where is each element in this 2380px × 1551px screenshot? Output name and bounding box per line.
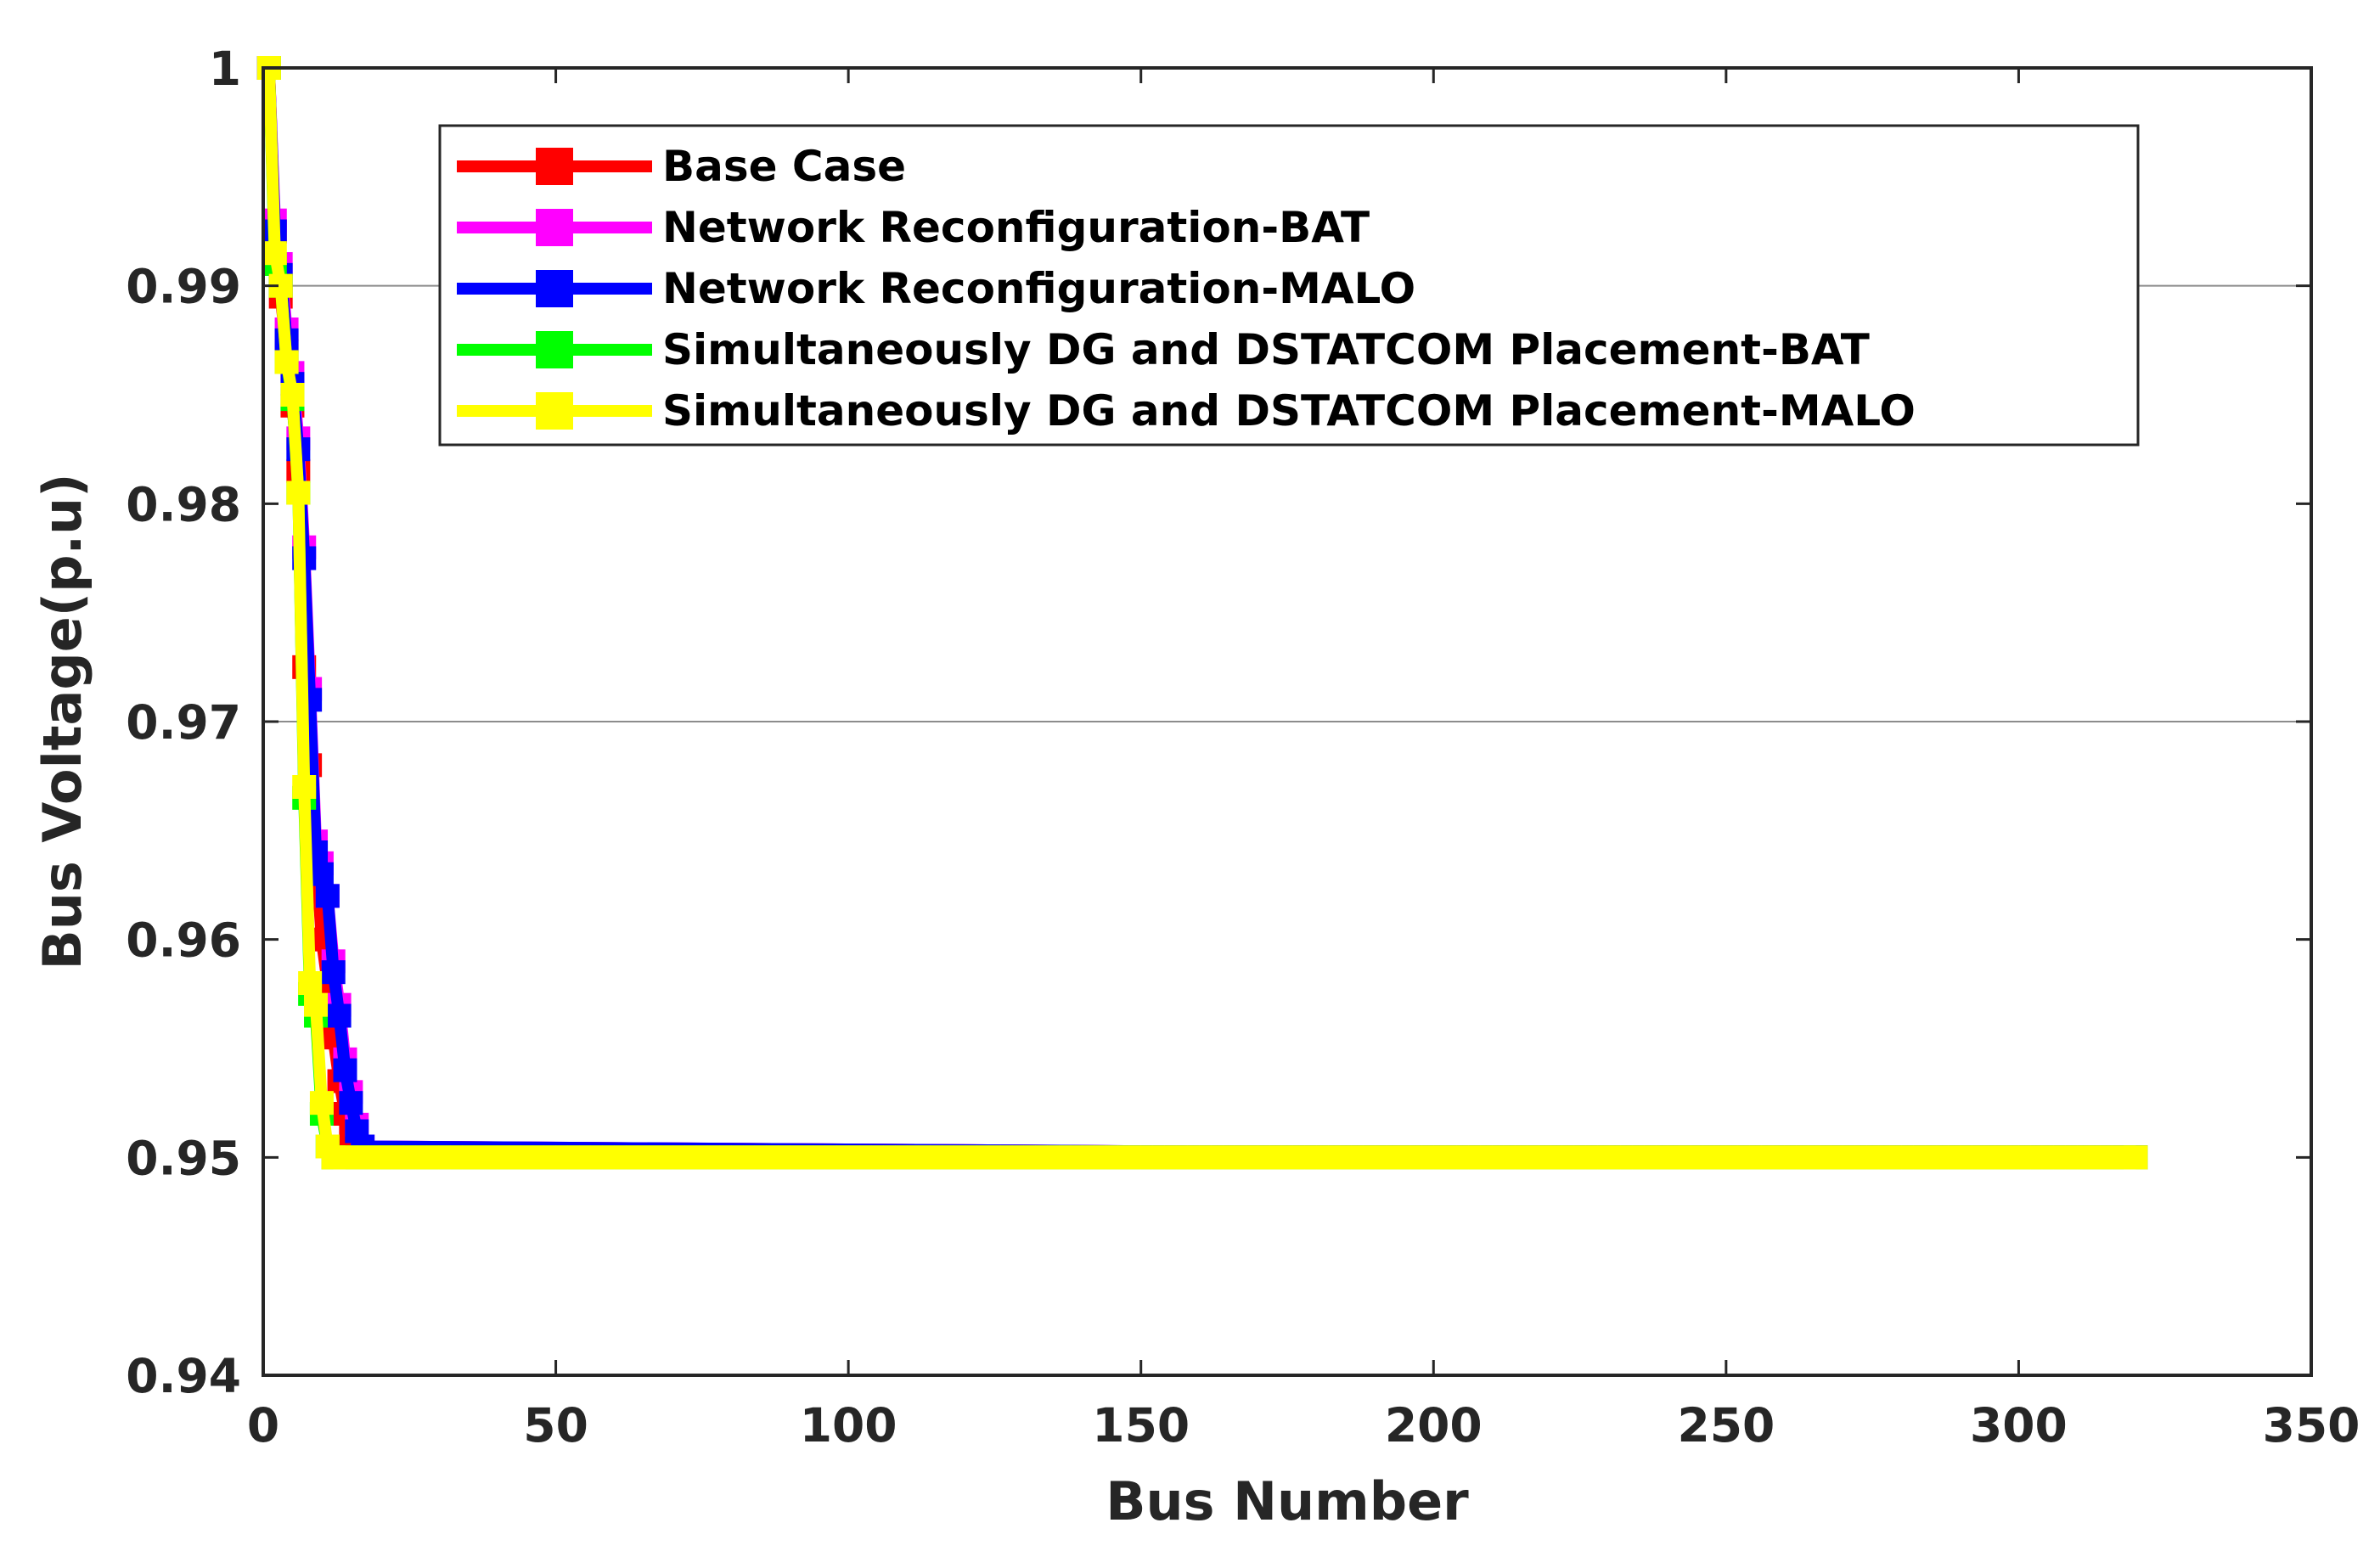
legend-item: Base Case — [457, 142, 906, 191]
legend-item: Simultaneously DG and DSTATCOM Placement… — [457, 325, 1870, 374]
tail-markers — [321, 1145, 2148, 1170]
legend-label: Network Reconfiguration-BAT — [662, 203, 1370, 252]
data-point — [2124, 1145, 2148, 1170]
data-point — [333, 1058, 357, 1082]
x-tick-label: 200 — [1385, 1398, 1483, 1453]
data-point — [309, 1091, 334, 1115]
data-point — [339, 1091, 363, 1115]
y-axis-title: Bus Voltage(p.u) — [31, 474, 93, 970]
legend-label: Network Reconfiguration-MALO — [662, 264, 1415, 313]
data-point — [315, 884, 340, 908]
legend-label: Simultaneously DG and DSTATCOM Placement… — [662, 325, 1870, 374]
y-tick-label: 0.97 — [126, 695, 241, 750]
axis-ticks: 0 50 100 150 200 250 300 350 0.94 0.95 0.96 0.97 0.9… — [126, 42, 2360, 1453]
series-group — [256, 56, 2148, 1170]
legend-swatch-marker — [536, 209, 573, 246]
data-point — [321, 960, 346, 985]
x-tick-label: 0 — [247, 1398, 279, 1453]
legend-label: Simultaneously DG and DSTATCOM Placement… — [662, 386, 1916, 436]
x-tick-label: 300 — [1970, 1398, 2068, 1453]
legend-swatch-marker — [536, 331, 573, 368]
x-tick-label: 50 — [523, 1398, 588, 1453]
legend: Base Case Network Reconfiguration-BAT Netw… — [438, 124, 2140, 447]
legend-swatch-marker — [536, 148, 573, 185]
y-tick-label: 0.99 — [126, 260, 241, 314]
data-point — [309, 862, 334, 886]
legend-item: Network Reconfiguration-BAT — [457, 203, 1370, 252]
legend-swatch-marker — [536, 392, 573, 430]
y-tick-label: 0.98 — [126, 477, 241, 531]
data-point — [292, 775, 317, 799]
data-point — [262, 241, 287, 266]
legend-swatch-marker — [536, 270, 573, 307]
x-tick-label: 100 — [800, 1398, 897, 1453]
x-tick-label: 350 — [2263, 1398, 2360, 1453]
legend-item: Network Reconfiguration-MALO — [457, 264, 1415, 313]
data-point — [280, 383, 305, 407]
x-tick-label: 250 — [1677, 1398, 1775, 1453]
plot-area — [256, 56, 2148, 1170]
x-tick-label: 150 — [1092, 1398, 1190, 1453]
data-point — [327, 1003, 352, 1028]
y-tick-label: 0.94 — [126, 1349, 241, 1403]
data-point — [274, 350, 299, 374]
data-point — [286, 480, 311, 505]
data-point — [298, 971, 323, 995]
legend-label: Base Case — [662, 142, 906, 191]
y-tick-label: 0.96 — [126, 913, 241, 968]
y-tick-label: 1 — [209, 42, 241, 96]
x-axis-title: Bus Number — [1106, 1470, 1469, 1532]
legend-box — [438, 124, 2140, 447]
y-tick-label: 0.95 — [126, 1131, 241, 1185]
legend-item: Simultaneously DG and DSTATCOM Placement… — [457, 386, 1916, 436]
data-point — [304, 992, 329, 1017]
